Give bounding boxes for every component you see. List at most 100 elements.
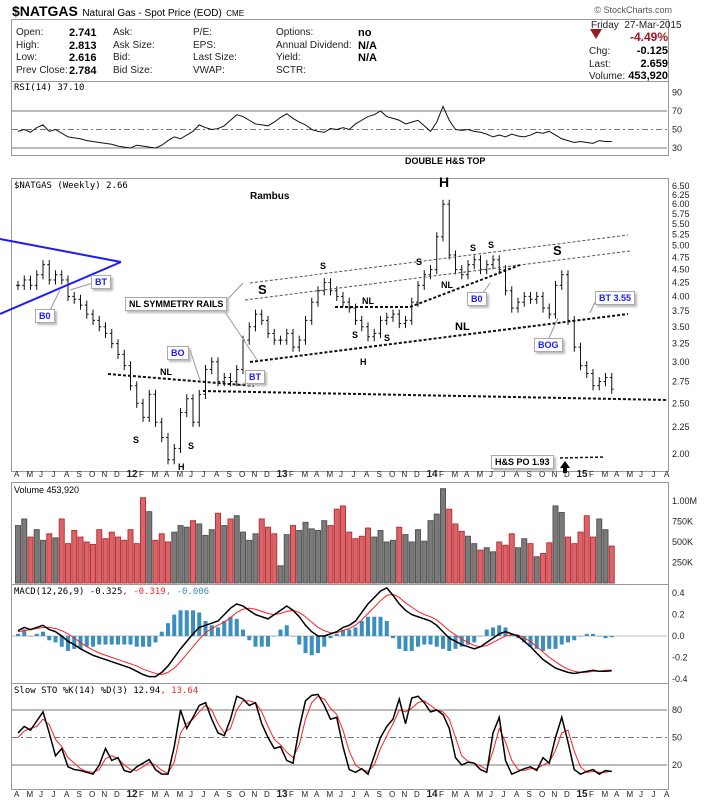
price-tick: 5.50 [672,219,690,229]
macd-histogram-bar [397,636,402,649]
month-label-top: O [89,470,95,479]
macd-histogram-bar [28,636,33,637]
volume-bar [508,533,515,584]
macd-histogram-bar [134,636,139,647]
month-label-top: M [452,470,459,479]
volume-bar [283,534,290,584]
volume-bar [133,543,140,584]
month-label-top: 15 [577,469,589,480]
lower-neckline-rail [249,313,629,363]
quote-value: 2.784 [69,64,97,77]
quote-row: EPS: [193,40,273,53]
annotation-s-9: S [488,240,495,250]
volume-bar [590,536,596,584]
price-bar [472,255,477,270]
month-label-top: J [39,470,43,479]
price-bar [566,270,570,325]
sto-k-line [17,693,612,776]
volume-bar [371,536,378,584]
annotation-s-6: S [384,333,391,343]
macd-histogram-bar [403,636,408,651]
month-label-bottom: S [377,790,382,799]
quote-label: P/E: [193,27,212,38]
quote-row: Prev Close: 2.784 [16,65,97,78]
month-label-top: J [52,470,56,479]
price-bar [416,280,420,307]
month-label-top: M [602,470,609,479]
macd-histogram-bar [322,636,327,647]
macd-histogram-bar [284,625,289,636]
price-bar [266,315,270,338]
month-label-top: D [564,470,570,479]
month-label-top: F [589,470,594,479]
volume-bar [33,529,40,584]
month-label-top: M [27,470,34,479]
sto-label: Slow STO %K(14) %D(3) 12.94, 13.64 [14,686,198,696]
price-bar [197,389,202,427]
month-label-bottom: N [402,790,408,799]
month-label-top: A [164,470,170,479]
macd-histogram-bar [72,636,77,649]
callout-pointer [224,311,258,361]
month-label-bottom: J [652,790,656,799]
month-label-bottom: A [364,790,370,799]
month-label-bottom: O [239,790,245,799]
price-bar [484,260,489,275]
volume-bar [40,539,46,584]
annotation-hs-po: H&S PO 1.93 [491,455,554,469]
price-tick: 3.75 [672,306,690,316]
annotation-s-1: S [133,435,140,445]
price-tick: 4.00 [672,291,690,301]
macd-histogram-bar [472,636,477,643]
date: 27-Mar-2015 [624,20,682,31]
price-bar [278,335,283,345]
volume-value: 453,920 [628,70,668,82]
instrument-name: Natural Gas - Spot Price (EOD) [82,8,222,19]
price-bar [591,368,595,391]
quote-label: Ask Size: [113,39,155,51]
macd-histogram-bar [566,636,570,643]
month-label-top: F [439,470,444,479]
month-label-top: J [639,470,643,479]
price-bar [41,260,45,280]
macd-histogram-bar [84,636,89,647]
volume-bar [321,520,328,584]
macd-histogram-bar [466,636,470,645]
macd-histogram-bar [516,636,520,639]
annotation-h-1: H [178,462,185,472]
volume-bar [83,541,90,584]
volume-bar [415,529,421,584]
volume-bar [433,513,440,584]
quote-col-1: Open: 2.741 High: 2.813 Low: 2.616 Prev Close:… [16,27,97,77]
quote-date: Friday 27-Mar-2015 [591,20,682,31]
price-bar [403,315,408,329]
month-label-top: N [552,470,558,479]
volume-bar [552,505,559,584]
macd-histogram-bar [41,631,45,636]
hs-target-line [559,456,606,459]
annotation-bo: BO [167,346,189,360]
volume-label: Volume: [589,71,626,82]
macd-histogram-bar [234,618,239,636]
price-bar [153,389,158,427]
annotation-bt-1: BT [91,275,111,289]
volume-bar [340,505,346,584]
price-tick: 5.25 [672,230,690,240]
quote-row: Annual Dividend: N/A [276,40,377,53]
upper-symmetry-rail [249,234,629,284]
macd-histogram-bar [272,636,277,637]
month-label-bottom: O [389,790,395,799]
price-bar [184,394,189,418]
price-label: $NATGAS (Weekly) 2.66 [14,181,128,191]
macd-label: MACD(12,26,9) -0.325, -0.319, -0.006 [14,587,209,597]
triangle-upper-line [0,238,122,263]
annotation-nl-symmetry-rails: NL SYMMETRY RAILS [125,297,228,311]
volume-tick: 500K [672,537,693,547]
macd-histogram-bar [428,636,433,645]
volume-bar [96,529,103,584]
price-bar [528,291,533,304]
price-bar [134,381,139,408]
macd-histogram-bar [409,636,414,651]
annotation-b0-2: B0 [467,292,487,306]
price-bar [553,280,558,319]
